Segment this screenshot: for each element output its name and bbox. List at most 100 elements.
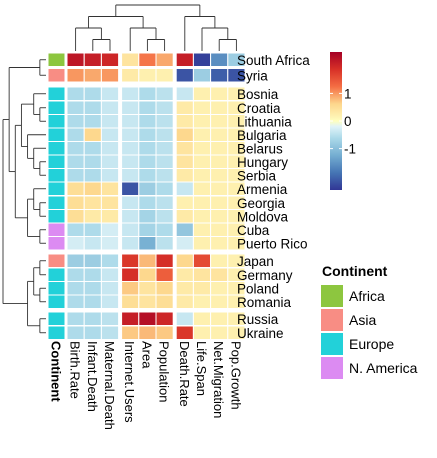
continent-cell-15 bbox=[47, 267, 66, 282]
heatmap-cell-7-6 bbox=[175, 154, 194, 169]
row-dendrogram bbox=[2, 59, 46, 334]
heatmap-cell-13-8 bbox=[210, 236, 229, 251]
heatmap-cell-13-4 bbox=[138, 236, 157, 251]
heatmap-cell-2-1 bbox=[83, 86, 102, 101]
continent-cell-8 bbox=[47, 168, 66, 183]
heatmap-cell-9-6 bbox=[175, 181, 194, 196]
heatmap-cell-11-3 bbox=[121, 209, 140, 224]
color-bar-tick-label: 1 bbox=[344, 86, 352, 101]
row-label: South Africa bbox=[237, 53, 310, 68]
heatmap-cell-13-6 bbox=[175, 236, 194, 251]
color-bar-tick-label: -1 bbox=[344, 142, 356, 157]
heatmap-cell-15-3 bbox=[121, 267, 140, 282]
row-label: Germany bbox=[237, 268, 293, 283]
heatmap-cell-14-2 bbox=[100, 253, 120, 268]
continent-cell-0 bbox=[47, 52, 66, 67]
heatmap-cell-6-3 bbox=[121, 141, 140, 156]
row-label: Ukraine bbox=[237, 326, 284, 341]
heatmap-cell-10-8 bbox=[210, 195, 229, 210]
row-label: Armenia bbox=[237, 182, 288, 197]
heatmap-cell-18-0 bbox=[66, 311, 85, 326]
heatmap-cell-1-4 bbox=[138, 68, 157, 83]
heatmap-cell-16-3 bbox=[121, 281, 140, 296]
heatmap-cell-14-0 bbox=[66, 253, 85, 268]
heatmap-cell-11-2 bbox=[100, 209, 120, 224]
heatmap-cell-17-1 bbox=[83, 294, 102, 309]
heatmap-cell-11-6 bbox=[175, 209, 194, 224]
heatmap-cell-3-7 bbox=[192, 100, 212, 115]
continent-legend-swatch bbox=[321, 357, 343, 379]
heatmap-cell-10-5 bbox=[155, 195, 174, 210]
heatmap-cell-18-8 bbox=[210, 311, 229, 326]
continent-annotation-column bbox=[47, 52, 66, 340]
heatmap-cell-9-2 bbox=[100, 181, 120, 196]
heatmap-cell-1-9 bbox=[227, 68, 246, 83]
heatmap-cell-12-2 bbox=[100, 222, 120, 237]
heatmap-cell-17-4 bbox=[138, 294, 157, 309]
continent-cell-16 bbox=[47, 281, 66, 296]
heatmap-cell-1-1 bbox=[83, 68, 102, 83]
heatmap-cell-7-2 bbox=[100, 154, 120, 169]
heatmap-cell-2-6 bbox=[175, 86, 194, 101]
continent-cell-17 bbox=[47, 294, 66, 309]
column-labels: Continent Birth.Rate Infant.Death Maternal.… bbox=[49, 341, 244, 430]
heatmap-cell-9-4 bbox=[138, 181, 157, 196]
heatmap-cell-2-2 bbox=[100, 86, 120, 101]
heatmap-cell-9-1 bbox=[83, 181, 102, 196]
heatmap-cell-2-3 bbox=[121, 86, 140, 101]
heatmap-cell-4-2 bbox=[100, 114, 120, 129]
heatmap-cell-17-2 bbox=[100, 294, 120, 309]
heatmap-cell-2-0 bbox=[66, 86, 85, 101]
heatmap-cell-8-7 bbox=[192, 168, 212, 183]
heatmap-cell-12-8 bbox=[210, 222, 229, 237]
heatmap-cell-8-4 bbox=[138, 168, 157, 183]
heatmap-cell-12-7 bbox=[192, 222, 212, 237]
continent-cell-2 bbox=[47, 86, 66, 101]
heatmap-cell-3-5 bbox=[155, 100, 174, 115]
heatmap-cell-12-4 bbox=[138, 222, 157, 237]
heatmap-cell-19-5 bbox=[155, 325, 174, 340]
column-label: Pop.Growth bbox=[228, 341, 243, 410]
heatmap-cell-11-0 bbox=[66, 209, 85, 224]
heatmap-cell-13-9 bbox=[227, 236, 246, 251]
heatmap-cell-7-3 bbox=[121, 154, 140, 169]
heatmap-cell-12-6 bbox=[175, 222, 194, 237]
continent-legend-swatch bbox=[321, 285, 343, 307]
heatmap-cell-4-5 bbox=[155, 114, 174, 129]
heatmap-cell-8-1 bbox=[83, 168, 102, 183]
heatmap-cell-9-8 bbox=[210, 181, 229, 196]
heatmap-cell-1-5 bbox=[155, 68, 174, 83]
heatmap-cell-14-6 bbox=[175, 253, 194, 268]
heatmap-cell-7-1 bbox=[83, 154, 102, 169]
heatmap-cell-14-4 bbox=[138, 253, 157, 268]
heatmap-cell-15-6 bbox=[175, 267, 194, 282]
heatmap-cell-2-4 bbox=[138, 86, 157, 101]
heatmap-cell-4-8 bbox=[210, 114, 229, 129]
row-label: Cuba bbox=[237, 223, 270, 238]
heatmap-cell-17-9 bbox=[227, 294, 246, 309]
heatmap-cell-12-1 bbox=[83, 222, 102, 237]
heatmap-cell-0-9 bbox=[227, 52, 246, 67]
heatmap-cell-4-6 bbox=[175, 114, 194, 129]
heatmap-cell-13-2 bbox=[100, 236, 120, 251]
heatmap-cell-14-3 bbox=[121, 253, 140, 268]
heatmap-cell-15-8 bbox=[210, 267, 229, 282]
color-bar bbox=[330, 52, 342, 190]
heatmap-cell-16-8 bbox=[210, 281, 229, 296]
continent-legend-swatch bbox=[321, 309, 343, 331]
continent-cell-3 bbox=[47, 100, 66, 115]
row-label: Serbia bbox=[237, 168, 277, 183]
heatmap-cell-5-6 bbox=[175, 127, 194, 142]
heatmap-cell-8-3 bbox=[121, 168, 140, 183]
row-label: Puerto Rico bbox=[237, 236, 308, 251]
continent-legend-label: N. America bbox=[349, 360, 418, 376]
heatmap-cell-5-7 bbox=[192, 127, 212, 142]
heatmap-cell-8-2 bbox=[100, 168, 120, 183]
heatmap-cell-3-0 bbox=[66, 100, 85, 115]
heatmap-cell-0-2 bbox=[100, 52, 120, 67]
row-label: Hungary bbox=[237, 155, 288, 170]
row-label: Russia bbox=[237, 312, 279, 327]
heatmap-cell-10-0 bbox=[66, 195, 85, 210]
heatmap-cell-7-8 bbox=[210, 154, 229, 169]
continent-legend-title: Continent bbox=[322, 263, 388, 279]
